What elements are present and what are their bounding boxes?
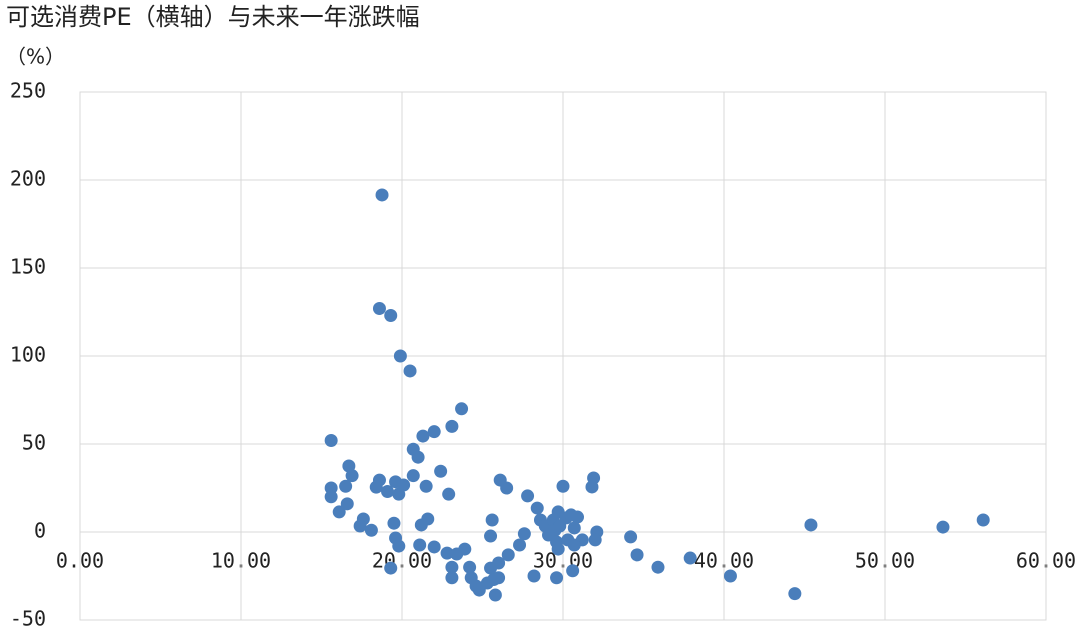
chart-title: 可选消费PE（横轴）与未来一年涨跌幅 (6, 3, 420, 31)
point (440, 546, 454, 560)
point (403, 364, 417, 378)
point (527, 569, 541, 583)
point (566, 564, 580, 578)
point (419, 479, 433, 493)
point (585, 480, 599, 494)
point (550, 571, 564, 585)
point (567, 521, 581, 535)
point (340, 497, 354, 511)
point (413, 538, 427, 552)
point (551, 542, 565, 556)
point (723, 569, 737, 583)
point (324, 433, 338, 447)
point (416, 429, 430, 443)
point (411, 450, 425, 464)
point (553, 519, 567, 533)
y-tick-label: 0 (34, 519, 46, 543)
point (651, 560, 665, 574)
point (500, 481, 514, 495)
point (372, 301, 386, 315)
y-tick-label: 150 (10, 255, 46, 279)
point (324, 490, 338, 504)
point (427, 425, 441, 439)
point (455, 402, 469, 416)
point (463, 560, 477, 574)
point (434, 464, 448, 478)
point (427, 540, 441, 554)
point (936, 520, 950, 534)
point (570, 510, 584, 524)
point (484, 529, 498, 543)
y-tick-label: 100 (10, 343, 46, 367)
point (530, 501, 544, 515)
point (488, 588, 502, 602)
point (345, 469, 359, 483)
point (588, 533, 602, 547)
point (556, 479, 570, 493)
point (513, 538, 527, 552)
point (384, 309, 398, 323)
y-tick-label: 250 (10, 79, 46, 103)
point (492, 571, 506, 585)
point (492, 556, 506, 570)
point (976, 513, 990, 527)
point (332, 505, 346, 519)
point (442, 487, 456, 501)
point (369, 480, 383, 494)
point (445, 560, 459, 574)
point (445, 571, 459, 585)
point (788, 587, 802, 601)
point (414, 518, 428, 532)
y-axis-label: （%） (6, 45, 65, 69)
point (517, 527, 531, 541)
point (364, 523, 378, 537)
point (458, 542, 472, 556)
point (393, 349, 407, 363)
point (353, 519, 367, 533)
y-tick-label: 200 (10, 167, 46, 191)
point (387, 516, 401, 530)
point (392, 539, 406, 553)
point (624, 530, 638, 544)
point (804, 518, 818, 532)
point (381, 485, 395, 499)
point (683, 551, 697, 565)
point (445, 419, 459, 433)
point (375, 188, 389, 202)
point (521, 489, 535, 503)
point (339, 479, 353, 493)
point (392, 487, 406, 501)
y-tick-label: 50 (22, 431, 46, 455)
point (567, 538, 581, 552)
point (501, 548, 515, 562)
point (406, 469, 420, 483)
y-tick-label: -50 (10, 607, 46, 631)
point (384, 561, 398, 575)
point (630, 548, 644, 562)
point (485, 513, 499, 527)
